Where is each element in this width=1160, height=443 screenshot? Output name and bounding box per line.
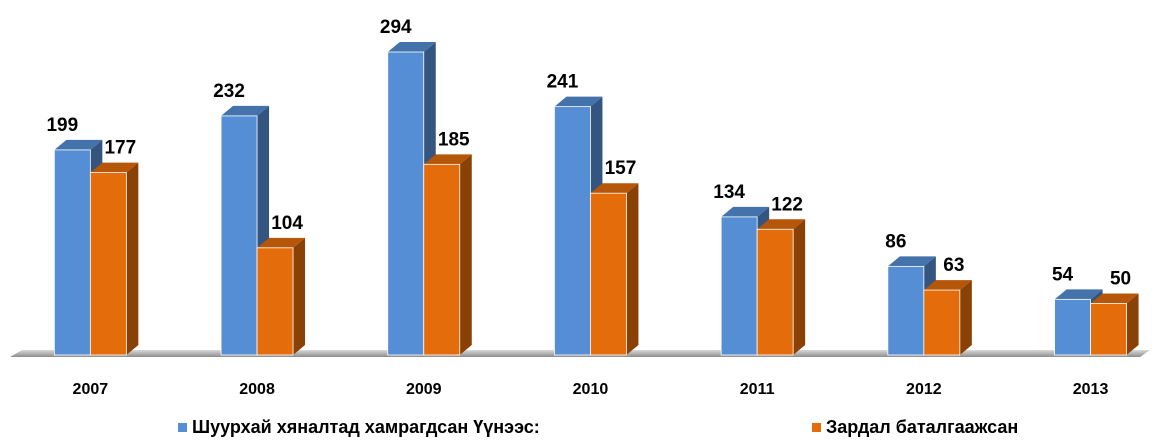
bar-front	[1054, 298, 1091, 356]
data-label: 241	[547, 72, 579, 93]
x-tick-label: 2009	[406, 381, 442, 398]
bar-front	[923, 289, 961, 356]
legend-label: Шуурхай хяналтад хамрагдсан Үүнээс:	[192, 417, 540, 437]
bar-side	[626, 183, 639, 355]
data-label: 199	[46, 115, 78, 136]
bar-front	[256, 247, 294, 356]
bar	[89, 162, 139, 356]
data-label: 185	[438, 129, 470, 150]
x-tick-label: 2010	[573, 381, 609, 398]
data-label: 134	[713, 182, 745, 203]
bar-top	[54, 139, 103, 150]
x-tick-label: 2008	[239, 381, 275, 398]
x-tick-label: 2011	[740, 381, 775, 398]
bar-front	[756, 228, 794, 356]
bar-front	[887, 265, 925, 356]
bar-top	[90, 162, 139, 173]
bar-front	[1090, 303, 1127, 356]
bar-top	[423, 154, 472, 165]
data-label: 63	[943, 255, 964, 276]
bar-top	[221, 105, 270, 116]
bar	[756, 219, 806, 356]
legend-swatch	[178, 423, 187, 432]
bar-top	[757, 219, 806, 230]
bar	[590, 183, 639, 356]
bar-front	[423, 163, 461, 356]
bar-front	[53, 149, 91, 356]
bar-front	[89, 172, 127, 356]
bar-top	[721, 206, 770, 217]
bar-side	[126, 162, 139, 355]
data-label: 157	[605, 158, 637, 179]
x-tick-label: 2007	[73, 381, 109, 398]
data-label: 294	[380, 17, 412, 38]
legend-label: Зардал баталгаажсан	[826, 417, 1018, 437]
bar-front	[554, 106, 591, 356]
bar-top	[387, 42, 436, 52]
bar	[923, 280, 972, 356]
data-label: 177	[104, 138, 136, 159]
data-label: 232	[213, 81, 245, 102]
bar-side	[459, 154, 472, 355]
bar-top	[554, 96, 603, 107]
data-label: 50	[1110, 268, 1131, 289]
bar-top	[1090, 293, 1139, 304]
data-label: 122	[771, 194, 803, 215]
bar-front	[387, 51, 425, 356]
bar-top	[887, 256, 936, 267]
bar-side	[293, 237, 306, 355]
bar-side	[959, 280, 972, 355]
data-label: 54	[1052, 264, 1074, 285]
data-label: 86	[885, 231, 906, 252]
bar	[256, 237, 306, 356]
x-tick-label: 2012	[906, 381, 942, 398]
bar-top	[257, 237, 306, 248]
legend-swatch	[812, 423, 821, 432]
bar-top	[1054, 289, 1103, 300]
data-label: 104	[271, 213, 303, 234]
bar-top	[923, 280, 972, 291]
bar-front	[720, 216, 758, 356]
bar-top	[590, 183, 639, 194]
bar	[1090, 293, 1139, 356]
bar	[423, 154, 472, 356]
bar-side	[1126, 293, 1139, 355]
bar-side	[793, 219, 806, 355]
bar-front	[220, 115, 258, 356]
x-tick-label: 2013	[1073, 381, 1109, 398]
bar-front	[590, 192, 627, 356]
